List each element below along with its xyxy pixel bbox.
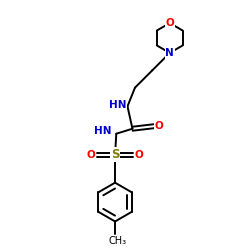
Text: HN: HN <box>94 126 112 136</box>
Text: CH₃: CH₃ <box>108 236 126 246</box>
Text: N: N <box>166 48 174 58</box>
Text: O: O <box>155 121 164 131</box>
Text: O: O <box>135 150 143 160</box>
Text: HN: HN <box>109 100 126 110</box>
Text: O: O <box>166 18 174 28</box>
Text: O: O <box>86 150 95 160</box>
Text: S: S <box>111 148 119 161</box>
